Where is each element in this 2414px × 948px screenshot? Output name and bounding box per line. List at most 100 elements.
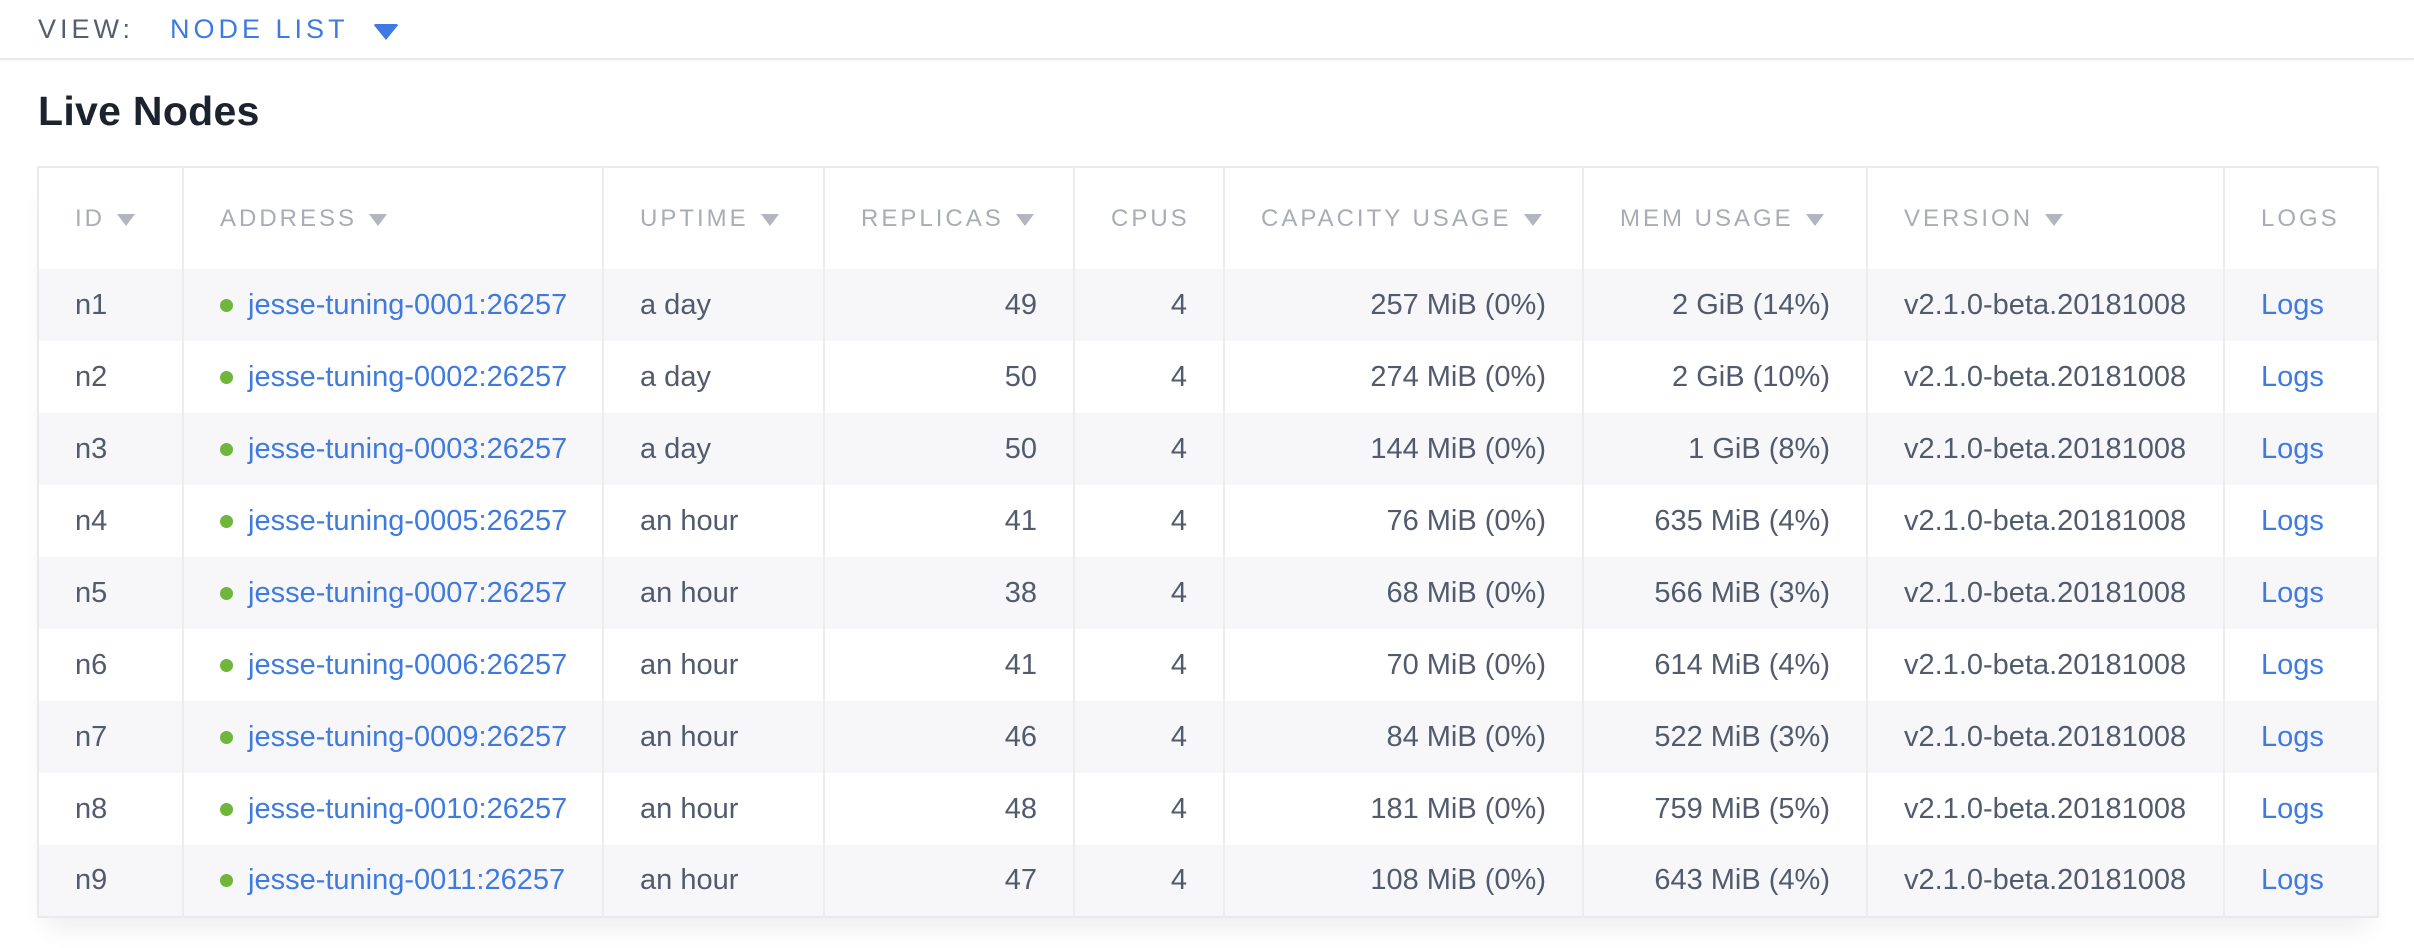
- column-header-uptime[interactable]: UPTIME: [602, 167, 824, 269]
- cell-replicas: 50: [823, 413, 1074, 485]
- cell-id: n2: [75, 360, 108, 393]
- logs-link[interactable]: Logs: [2261, 792, 2324, 825]
- logs-link[interactable]: Logs: [2261, 432, 2324, 465]
- cell-address: jesse-tuning-0006:26257: [182, 629, 603, 701]
- cell-version: v2.1.0-beta.20181008: [1866, 557, 2224, 629]
- cell-mem_usage: 566 MiB (3%): [1582, 557, 1867, 629]
- cell-version: v2.1.0-beta.20181008: [1866, 341, 2224, 413]
- cell-version: v2.1.0-beta.20181008: [1866, 845, 2224, 917]
- cell-uptime: an hour: [602, 629, 824, 701]
- logs-link[interactable]: Logs: [2261, 360, 2324, 393]
- node-address-link[interactable]: jesse-tuning-0009:26257: [248, 720, 568, 753]
- cell-id: n3: [75, 432, 108, 465]
- logs-link[interactable]: Logs: [2261, 720, 2324, 753]
- cell-logs: Logs: [2223, 845, 2378, 917]
- column-header-logs: LOGS: [2223, 167, 2378, 269]
- cell-logs: Logs: [2223, 341, 2378, 413]
- cell-capacity_usage: 68 MiB (0%): [1223, 557, 1583, 629]
- table-header-row: ID ADDRESS UPTIME REPLICAS CPUS CAPACITY USAG…: [38, 167, 2378, 269]
- sort-caret-icon: [1805, 213, 1824, 226]
- column-header-address[interactable]: ADDRESS: [182, 167, 603, 269]
- cell-capacity_usage: 108 MiB (0%): [1223, 845, 1583, 917]
- cell-logs: Logs: [2223, 269, 2378, 341]
- cell-mem_usage: 1 GiB (8%): [1582, 413, 1867, 485]
- cell-id: n8: [75, 792, 108, 825]
- column-header-id[interactable]: ID: [38, 167, 183, 269]
- node-address-link[interactable]: jesse-tuning-0003:26257: [248, 432, 568, 465]
- logs-link[interactable]: Logs: [2261, 864, 2324, 896]
- cell-mem_usage: 2 GiB (10%): [1582, 341, 1867, 413]
- logs-link[interactable]: Logs: [2261, 288, 2324, 321]
- node-address-link[interactable]: jesse-tuning-0005:26257: [248, 504, 568, 537]
- cell-cpus: 4: [1073, 557, 1224, 629]
- cell-uptime: an hour: [602, 485, 824, 557]
- cell-logs: Logs: [2223, 485, 2378, 557]
- table-row: n6 jesse-tuning-0006:26257 an hour 41 4 70 Mi…: [38, 629, 2378, 701]
- cell-address: jesse-tuning-0009:26257: [182, 701, 603, 773]
- column-header-label: ID: [75, 204, 105, 232]
- cell-replicas: 48: [823, 773, 1074, 845]
- node-address-link[interactable]: jesse-tuning-0006:26257: [248, 648, 568, 681]
- cell-mem_usage: 759 MiB (5%): [1582, 773, 1867, 845]
- node-address-link[interactable]: jesse-tuning-0011:26257: [248, 864, 566, 896]
- cell-replicas: 41: [823, 629, 1074, 701]
- live-status-dot-icon: [220, 730, 233, 744]
- cell-replicas: 46: [823, 701, 1074, 773]
- cell-mem_usage: 643 MiB (4%): [1582, 845, 1867, 917]
- cell-capacity_usage: 84 MiB (0%): [1223, 701, 1583, 773]
- node-address-link[interactable]: jesse-tuning-0007:26257: [248, 576, 568, 609]
- cell-logs: Logs: [2223, 629, 2378, 701]
- column-header-cpus: CPUS: [1073, 167, 1224, 269]
- live-status-dot-icon: [220, 802, 233, 816]
- table-row: n9 jesse-tuning-0011:26257 an hour 47 4 108 M…: [38, 845, 2378, 917]
- node-address-link[interactable]: jesse-tuning-0001:26257: [248, 288, 568, 321]
- sort-caret-icon: [2045, 213, 2064, 226]
- column-header-replicas[interactable]: REPLICAS: [823, 167, 1074, 269]
- column-header-version[interactable]: VERSION: [1866, 167, 2224, 269]
- cell-id: n5: [75, 576, 108, 609]
- cell-version: v2.1.0-beta.20181008: [1866, 485, 2224, 557]
- live-status-dot-icon: [220, 874, 233, 887]
- cell-replicas: 50: [823, 341, 1074, 413]
- cell-uptime: an hour: [602, 845, 824, 917]
- column-header-label: MEM USAGE: [1620, 204, 1794, 232]
- node-address-link[interactable]: jesse-tuning-0002:26257: [248, 360, 568, 393]
- cell-capacity_usage: 181 MiB (0%): [1223, 773, 1583, 845]
- cell-logs: Logs: [2223, 773, 2378, 845]
- cell-cpus: 4: [1073, 341, 1224, 413]
- cell-mem_usage: 2 GiB (14%): [1582, 269, 1867, 341]
- cell-id: n9: [75, 864, 108, 896]
- table-row: n7 jesse-tuning-0009:26257 an hour 46 4 84 Mi…: [38, 701, 2378, 773]
- column-header-mem_usage[interactable]: MEM USAGE: [1582, 167, 1867, 269]
- cell-cpus: 4: [1073, 413, 1224, 485]
- cell-capacity_usage: 76 MiB (0%): [1223, 485, 1583, 557]
- sort-caret-icon: [1015, 213, 1034, 226]
- cell-uptime: an hour: [602, 773, 824, 845]
- live-nodes-table: ID ADDRESS UPTIME REPLICAS CPUS CAPACITY USAG…: [37, 166, 2379, 918]
- table-row: n8 jesse-tuning-0010:26257 an hour 48 4 181 M…: [38, 773, 2378, 845]
- column-header-label: UPTIME: [640, 204, 749, 232]
- node-address-link[interactable]: jesse-tuning-0010:26257: [248, 792, 568, 825]
- cell-uptime: a day: [602, 413, 824, 485]
- sort-caret-icon: [760, 213, 779, 226]
- logs-link[interactable]: Logs: [2261, 504, 2324, 537]
- cell-address: jesse-tuning-0011:26257: [182, 845, 603, 917]
- cell-address: jesse-tuning-0002:26257: [182, 341, 603, 413]
- logs-link[interactable]: Logs: [2261, 576, 2324, 609]
- cell-cpus: 4: [1073, 701, 1224, 773]
- cell-replicas: 38: [823, 557, 1074, 629]
- view-dropdown[interactable]: NODE LIST: [170, 14, 399, 45]
- live-nodes-page: VIEW: NODE LIST Live Nodes ID ADDRESS UPTI…: [0, 14, 2414, 918]
- cell-cpus: 4: [1073, 773, 1224, 845]
- column-header-capacity_usage[interactable]: CAPACITY USAGE: [1223, 167, 1583, 269]
- cell-uptime: an hour: [602, 557, 824, 629]
- table-row: n1 jesse-tuning-0001:26257 a day 49 4 257 MiB…: [38, 269, 2378, 341]
- cell-logs: Logs: [2223, 413, 2378, 485]
- logs-link[interactable]: Logs: [2261, 648, 2324, 681]
- cell-id: n1: [75, 288, 108, 321]
- cell-version: v2.1.0-beta.20181008: [1866, 413, 2224, 485]
- cell-cpus: 4: [1073, 485, 1224, 557]
- cell-address: jesse-tuning-0007:26257: [182, 557, 603, 629]
- page-title: Live Nodes: [38, 88, 260, 134]
- table-body: n1 jesse-tuning-0001:26257 a day 49 4 257 MiB…: [38, 269, 2378, 917]
